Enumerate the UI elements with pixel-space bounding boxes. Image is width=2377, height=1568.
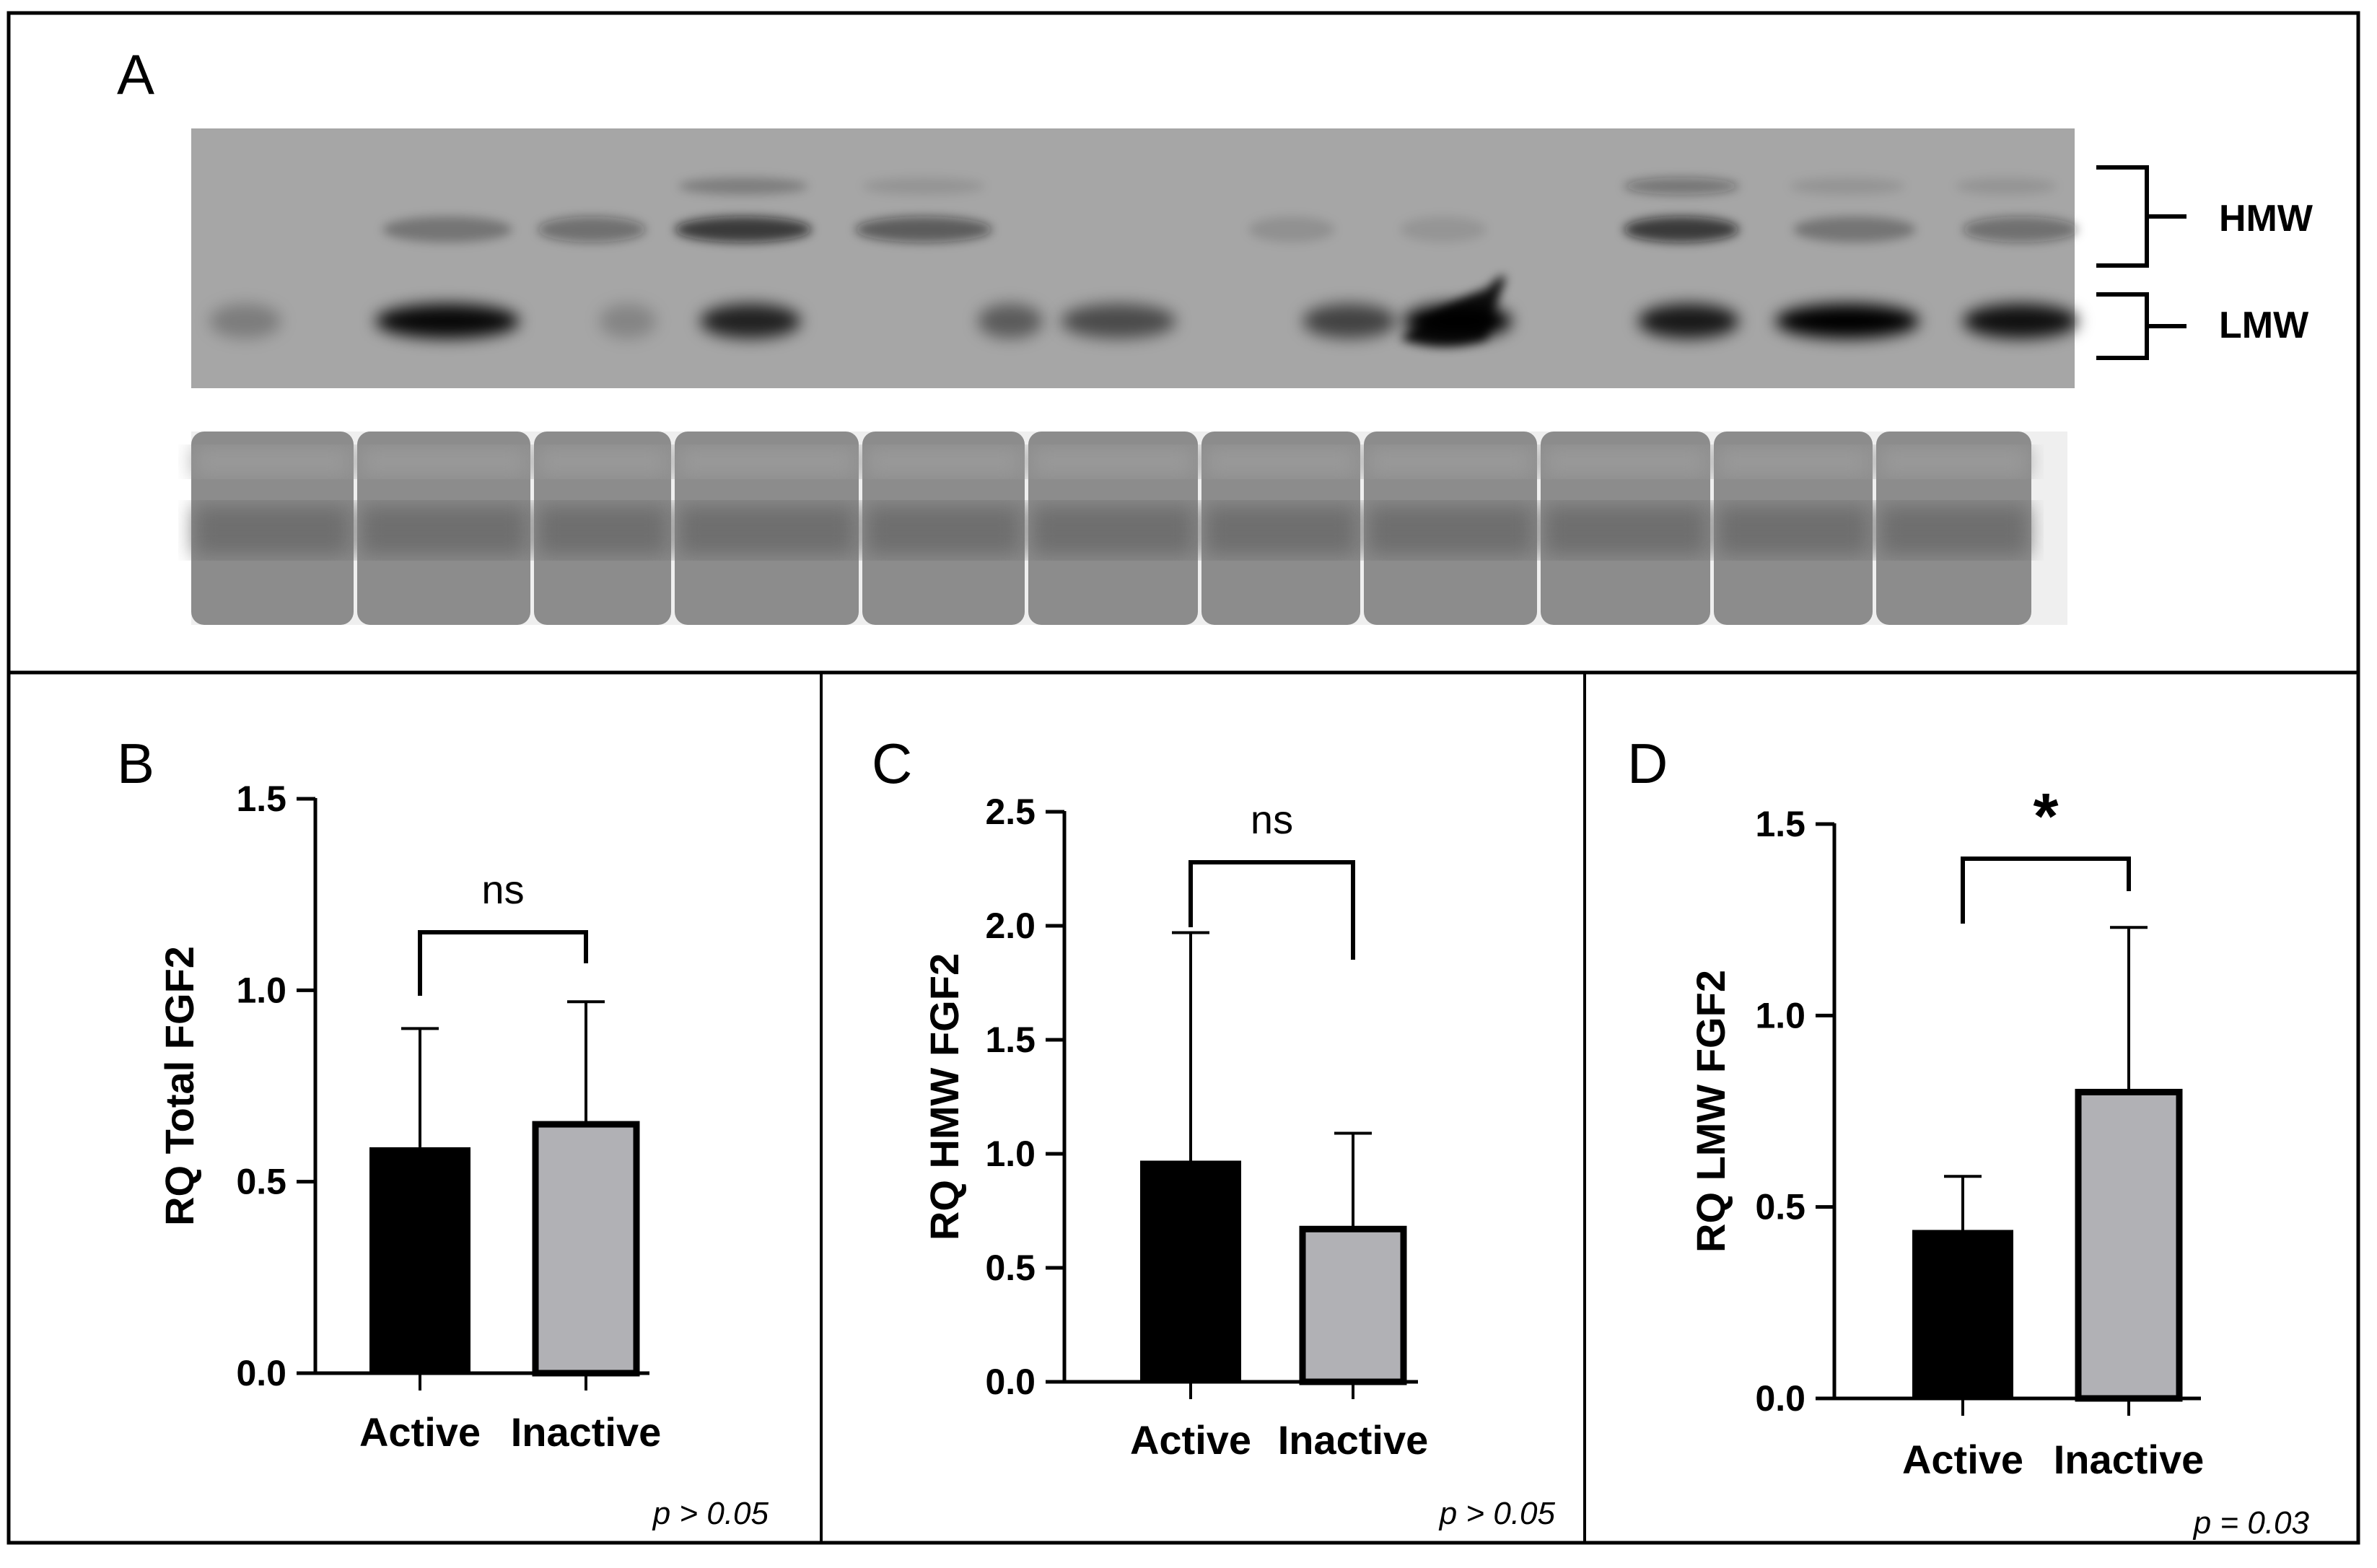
significance-label: ns [481,867,524,912]
hmw-bracket [2096,165,2186,268]
loading-lane [1714,432,1873,625]
panel-letter: C [872,732,912,795]
lmw-label: LMW [2219,305,2309,346]
hmw-band [1248,216,1335,242]
hmw-upper-band [1956,178,2057,195]
y-tick-label: 0.5 [236,1162,286,1202]
category-label: Inactive [1278,1417,1429,1463]
significance-label: ns [1251,797,1293,842]
hmw-band [538,216,646,242]
y-tick-label: 1.0 [985,1134,1036,1174]
significance-bracket [418,930,588,996]
lmw-band [1775,304,1919,338]
panel-letter: D [1627,732,1668,795]
panel-a-letter: A [117,43,154,106]
chart-hmw-fgf2: C 0.0 0.5 1.0 1.5 2.0 2.5 RQ HMW FGF2 Active Inac… [872,732,1556,1531]
hmw-label: HMW [2219,198,2313,240]
hmw-band [1793,216,1916,242]
y-axis-label: RQ LMW FGF2 [1688,970,1733,1253]
loading-lane [675,432,859,625]
significance-bracket [1961,857,2131,924]
category-label: Active [1902,1437,2023,1482]
bar-active [1912,1230,2013,1398]
lmw-band [1638,304,1739,338]
lmw-band [209,304,281,338]
loading-lane [1201,432,1360,625]
y-tick-label: 1.5 [236,779,286,819]
p-value: p > 0.05 [652,1496,769,1531]
loading-lane [534,432,671,625]
y-tick-label: 0.0 [236,1353,286,1393]
category-label: Inactive [511,1409,662,1455]
y-axis-label: RQ Total FGF2 [157,946,202,1226]
hmw-band [675,216,812,242]
hmw-band [1400,216,1487,242]
y-tick-label: 1.0 [236,970,286,1010]
significance-bracket [1188,860,1355,960]
y-tick-label: 0.0 [1755,1378,1805,1419]
loading-lane [357,432,530,625]
p-value: p = 0.03 [2192,1505,2310,1541]
y-axis-label: RQ HMW FGF2 [922,953,967,1240]
loading-lane [1541,432,1710,625]
loading-lane [1028,432,1198,625]
bar-inactive [2075,1088,2183,1402]
lmw-band [700,304,801,338]
figure-border [6,11,2360,1545]
hmw-upper-band [862,178,985,195]
hmw-band [855,216,992,242]
significance-label: * [2033,781,2058,853]
bar-inactive [1299,1225,1407,1385]
y-tick-label: 2.0 [985,906,1036,946]
hmw-band [1963,216,2078,242]
loading-lane [1876,432,2031,625]
category-label: Active [1130,1417,1251,1463]
y-tick-label: 1.5 [985,1020,1036,1060]
category-label: Inactive [2054,1437,2205,1482]
lmw-band [375,304,520,338]
lmw-band [1061,304,1176,338]
lmw-band [1303,304,1396,338]
western-blot [191,128,2078,388]
y-tick-label: 2.5 [985,792,1036,832]
category-label: Active [359,1409,481,1455]
bar-inactive [532,1121,640,1377]
lmw-bracket [2096,292,2186,360]
lmw-band [1963,304,2078,338]
chart-total-fgf2: B 0.0 0.5 1.0 1.5 RQ Total FGF2 Active Inactive… [117,732,769,1531]
hmw-upper-band [678,178,808,195]
lmw-bands [209,276,2078,346]
loading-control-lanes [191,432,2031,625]
p-value: p > 0.05 [1438,1496,1556,1531]
panel-letter: B [117,732,154,795]
hmw-band [1624,216,1739,242]
loading-lane [862,432,1025,625]
hmw-bands [382,178,2078,242]
y-tick-label: 0.5 [1755,1187,1805,1227]
loading-lane [191,432,354,625]
chart-lmw-fgf2: D 0.0 0.5 1.0 1.5 RQ LMW FGF2 Active Inactive * p… [1627,732,2310,1541]
y-tick-label: 0.5 [985,1248,1036,1288]
blot-background [191,128,2075,388]
lmw-band [599,304,657,338]
bar-active [369,1147,470,1373]
lmw-band [978,304,1043,338]
hmw-upper-band [1790,178,1905,195]
loading-control [191,432,2067,625]
hmw-band [382,216,512,242]
bar-active [1140,1160,1241,1382]
y-tick-label: 1.5 [1755,804,1805,844]
loading-lane [1364,432,1537,625]
y-tick-label: 0.0 [985,1362,1036,1402]
y-tick-label: 1.0 [1755,995,1805,1035]
lmw-band [1400,276,1505,346]
hmw-upper-band [1624,178,1739,195]
